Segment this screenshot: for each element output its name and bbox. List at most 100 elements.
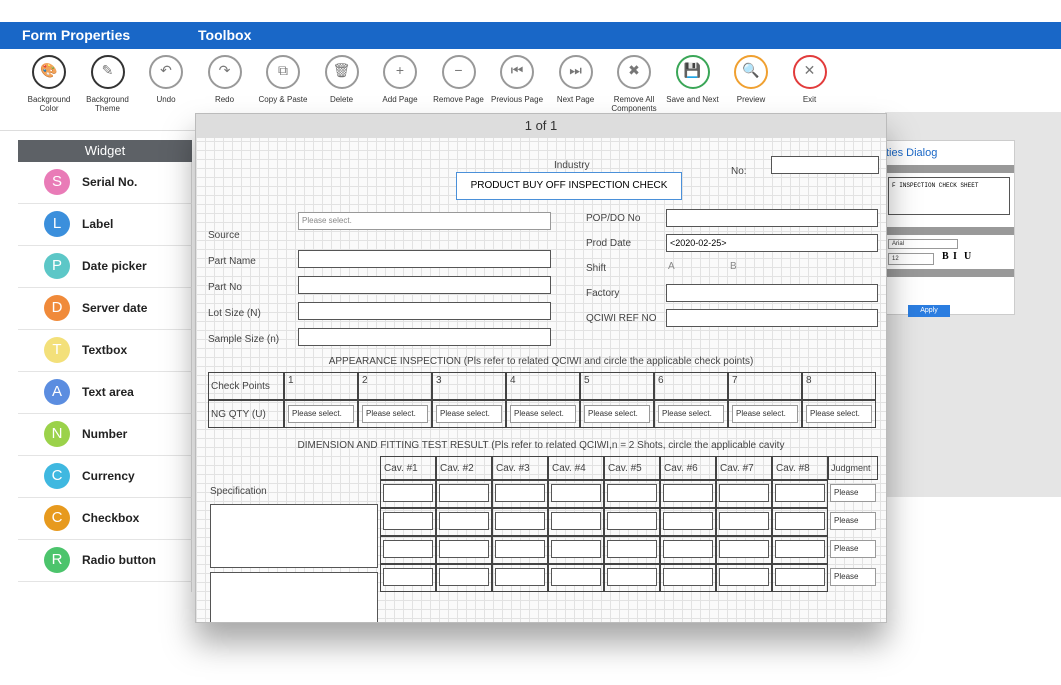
widget-label: Radio button xyxy=(82,553,156,567)
cav-input[interactable] xyxy=(663,512,713,530)
widget-item[interactable]: C Checkbox xyxy=(18,498,192,540)
text-input[interactable]: <2020-02-25> xyxy=(666,234,878,252)
judgment-select[interactable]: Please xyxy=(830,540,876,558)
toolbar-button[interactable]: ⧉ Copy & Paste xyxy=(252,55,314,104)
toolbar-button[interactable]: 🔍 Preview xyxy=(720,55,782,104)
toolbar-button[interactable]: ✖ Remove All Components xyxy=(603,55,665,113)
widget-item[interactable]: A Text area xyxy=(18,372,192,414)
cav-input[interactable] xyxy=(719,484,769,502)
cav-input[interactable] xyxy=(663,540,713,558)
ng-select[interactable]: Please select. xyxy=(658,405,724,423)
cav-input[interactable] xyxy=(383,568,433,586)
widget-item[interactable]: S Serial No. xyxy=(18,162,192,204)
column-number: 8 xyxy=(802,372,876,400)
tool-icon: 🎨 xyxy=(32,55,66,89)
cav-input[interactable] xyxy=(607,540,657,558)
ng-select[interactable]: Please select. xyxy=(288,405,354,423)
toolbar-button[interactable]: − Remove Page xyxy=(428,55,490,104)
style-button[interactable]: U xyxy=(964,251,972,262)
shift-radio[interactable]: B xyxy=(730,261,737,272)
widget-item[interactable]: T Textbox xyxy=(18,330,192,372)
cav-input[interactable] xyxy=(719,512,769,530)
tool-label: Preview xyxy=(736,95,766,104)
toolbar-button[interactable]: ✕ Exit xyxy=(779,55,841,104)
toolbar-button[interactable]: 💾 Save and Next xyxy=(662,55,724,104)
ng-select[interactable]: Please select. xyxy=(732,405,798,423)
apply-button[interactable]: Apply xyxy=(908,305,950,317)
tool-label: Redo xyxy=(214,95,235,104)
cav-input[interactable] xyxy=(495,512,545,530)
cav-input[interactable] xyxy=(383,484,433,502)
tool-icon: 💾 xyxy=(675,55,710,89)
cav-input[interactable] xyxy=(663,484,713,502)
widget-item[interactable]: N Number xyxy=(18,414,192,456)
widget-letter: N xyxy=(44,421,70,447)
cav-input[interactable] xyxy=(775,484,825,502)
ng-select[interactable]: Please select. xyxy=(510,405,576,423)
toolbar-button[interactable]: ↷ Redo xyxy=(194,55,256,104)
cav-input[interactable] xyxy=(439,512,489,530)
widget-item[interactable]: C Currency xyxy=(18,456,192,498)
toolbar-button[interactable]: ⏭ Next Page xyxy=(545,55,607,104)
size-input[interactable]: 12 xyxy=(888,253,934,265)
tab[interactable]: Form Properties xyxy=(22,27,131,43)
tab[interactable]: Toolbox xyxy=(198,27,252,43)
cav-input[interactable] xyxy=(551,540,601,558)
ng-select[interactable]: Please select. xyxy=(362,405,428,423)
toolbar-button[interactable]: ⏮ Previous Page xyxy=(486,55,548,104)
ng-select[interactable]: Please select. xyxy=(806,405,872,423)
cav-input[interactable] xyxy=(551,484,601,502)
cav-input[interactable] xyxy=(607,568,657,586)
cav-input[interactable] xyxy=(663,568,713,586)
ng-select[interactable]: Please select. xyxy=(436,405,502,423)
cav-input[interactable] xyxy=(495,540,545,558)
text-input[interactable] xyxy=(298,276,551,294)
spec-box xyxy=(210,572,378,622)
shift-radio[interactable]: A xyxy=(668,261,675,272)
cav-input[interactable] xyxy=(439,540,489,558)
cav-input[interactable] xyxy=(383,512,433,530)
tool-icon: 🗑 xyxy=(324,55,359,89)
widget-panel-title: Widget xyxy=(18,140,192,162)
style-button[interactable]: I xyxy=(953,251,957,262)
cav-input[interactable] xyxy=(383,540,433,558)
no-label: No: xyxy=(731,166,747,177)
font-select[interactable]: Arial xyxy=(888,239,958,249)
cav-input[interactable] xyxy=(775,540,825,558)
cav-input[interactable] xyxy=(719,568,769,586)
text-input[interactable] xyxy=(666,209,878,227)
judgment-select[interactable]: Please xyxy=(830,484,876,502)
cav-input[interactable] xyxy=(775,568,825,586)
cav-input[interactable] xyxy=(551,568,601,586)
toolbar-button[interactable]: ↶ Undo xyxy=(135,55,197,104)
cav-input[interactable] xyxy=(607,484,657,502)
toolbar-button[interactable]: 🗑 Delete xyxy=(311,55,373,104)
widget-item[interactable]: R Radio button xyxy=(18,540,192,582)
text-input[interactable] xyxy=(666,309,878,327)
text-input[interactable] xyxy=(298,328,551,346)
ng-select[interactable]: Please select. xyxy=(584,405,650,423)
toolbar-button[interactable]: ✎ Background Theme xyxy=(77,55,139,113)
cav-input[interactable] xyxy=(719,540,769,558)
cav-input[interactable] xyxy=(439,568,489,586)
cav-input[interactable] xyxy=(551,512,601,530)
cav-input[interactable] xyxy=(439,484,489,502)
source-select[interactable]: Please select. xyxy=(298,212,551,230)
cav-input[interactable] xyxy=(775,512,825,530)
widget-item[interactable]: L Label xyxy=(18,204,192,246)
cav-cell xyxy=(716,536,772,564)
tool-label: Delete xyxy=(329,95,354,104)
judgment-select[interactable]: Please xyxy=(830,568,876,586)
judgment-select[interactable]: Please xyxy=(830,512,876,530)
text-input[interactable] xyxy=(298,302,551,320)
style-button[interactable]: B xyxy=(942,251,949,262)
cav-input[interactable] xyxy=(495,568,545,586)
text-input[interactable] xyxy=(298,250,551,268)
cav-input[interactable] xyxy=(607,512,657,530)
widget-item[interactable]: D Server date xyxy=(18,288,192,330)
toolbar-button[interactable]: 🎨 Background Color xyxy=(18,55,80,113)
widget-item[interactable]: P Date picker xyxy=(18,246,192,288)
toolbar-button[interactable]: + Add Page xyxy=(369,55,431,104)
text-input[interactable] xyxy=(666,284,878,302)
cav-input[interactable] xyxy=(495,484,545,502)
